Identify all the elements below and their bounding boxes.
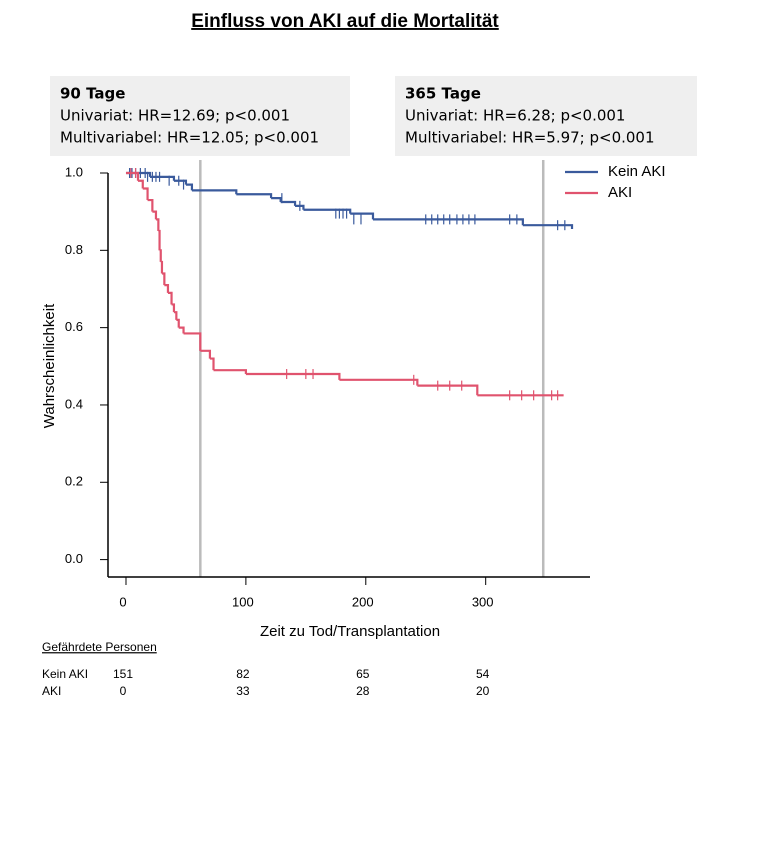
survival-step	[350, 212, 375, 220]
survival-step	[183, 332, 202, 351]
risk-count: 0	[120, 684, 127, 698]
risk-count: 20	[476, 684, 490, 698]
annotation-line: Multivariabel: HR=5.97; p<0.001	[405, 129, 655, 147]
survival-step	[178, 326, 185, 334]
x-tick-label: 0	[119, 594, 126, 609]
survival-step	[152, 210, 158, 220]
survival-step	[213, 369, 247, 375]
survival-step	[159, 249, 162, 262]
survival-step	[339, 378, 419, 386]
x-axis-label: Zeit zu Tod/Transplantation	[260, 623, 440, 640]
survival-step	[372, 218, 524, 226]
risk-count: 33	[236, 684, 250, 698]
survival-step	[137, 179, 144, 189]
survival-step	[158, 229, 161, 251]
y-tick-label: 0.0	[65, 551, 83, 566]
x-tick-label: 100	[232, 594, 254, 609]
annotation-title: 365 Tage	[405, 85, 481, 103]
survival-step	[271, 197, 282, 202]
y-axis-label: Wahrscheinlichkeit	[41, 303, 58, 428]
survival-step	[173, 311, 178, 320]
risk-count: 82	[236, 667, 250, 681]
survival-step	[155, 218, 160, 231]
survival-step	[417, 384, 479, 396]
survival-step	[173, 179, 188, 185]
survival-step	[522, 224, 574, 230]
risk-count: 28	[356, 684, 370, 698]
y-tick-label: 1.0	[65, 164, 83, 179]
survival-step	[171, 303, 176, 313]
survival-step	[142, 187, 149, 201]
y-tick-label: 0.6	[65, 319, 83, 334]
y-tick-label: 0.4	[65, 396, 83, 411]
annotation-title: 90 Tage	[60, 85, 125, 103]
survival-step	[280, 200, 297, 206]
survival-step	[303, 208, 352, 214]
annotation-line: Multivariabel: HR=12.05; p<0.001	[60, 129, 319, 147]
survival-step	[147, 198, 154, 212]
risk-count: 65	[356, 667, 370, 681]
x-tick-label: 200	[352, 594, 374, 609]
survival-step	[209, 357, 215, 371]
risk-table-title: Gefährdete Personen	[42, 640, 157, 654]
survival-step	[295, 204, 305, 210]
risk-count: 151	[113, 667, 133, 681]
legend-label: AKI	[608, 184, 632, 201]
survival-step	[125, 171, 140, 181]
survival-step	[161, 272, 166, 286]
survival-step	[185, 183, 194, 191]
x-tick-label: 300	[472, 594, 494, 609]
survival-step	[236, 193, 273, 199]
y-tick-label: 0.2	[65, 474, 83, 489]
annotation-line: Univariat: HR=12.69; p<0.001	[60, 107, 290, 125]
annotation-box	[50, 76, 350, 156]
risk-count: 54	[476, 667, 490, 681]
risk-row-label: AKI	[42, 684, 61, 698]
survival-step	[160, 260, 164, 274]
y-tick-label: 0.8	[65, 242, 83, 257]
survival-step	[245, 372, 341, 380]
annotation-line: Univariat: HR=6.28; p<0.001	[405, 107, 625, 125]
survival-step	[191, 189, 238, 195]
risk-row-label: Kein AKI	[42, 667, 88, 681]
annotation-box	[395, 76, 697, 156]
survival-step	[164, 284, 170, 293]
survival-step	[149, 175, 176, 181]
chart-title: Einfluss von AKI auf die Mortalität	[191, 11, 499, 32]
survival-step	[200, 349, 212, 359]
survival-step	[167, 291, 173, 305]
survival-step	[176, 318, 180, 328]
legend-label: Kein AKI	[608, 163, 666, 180]
